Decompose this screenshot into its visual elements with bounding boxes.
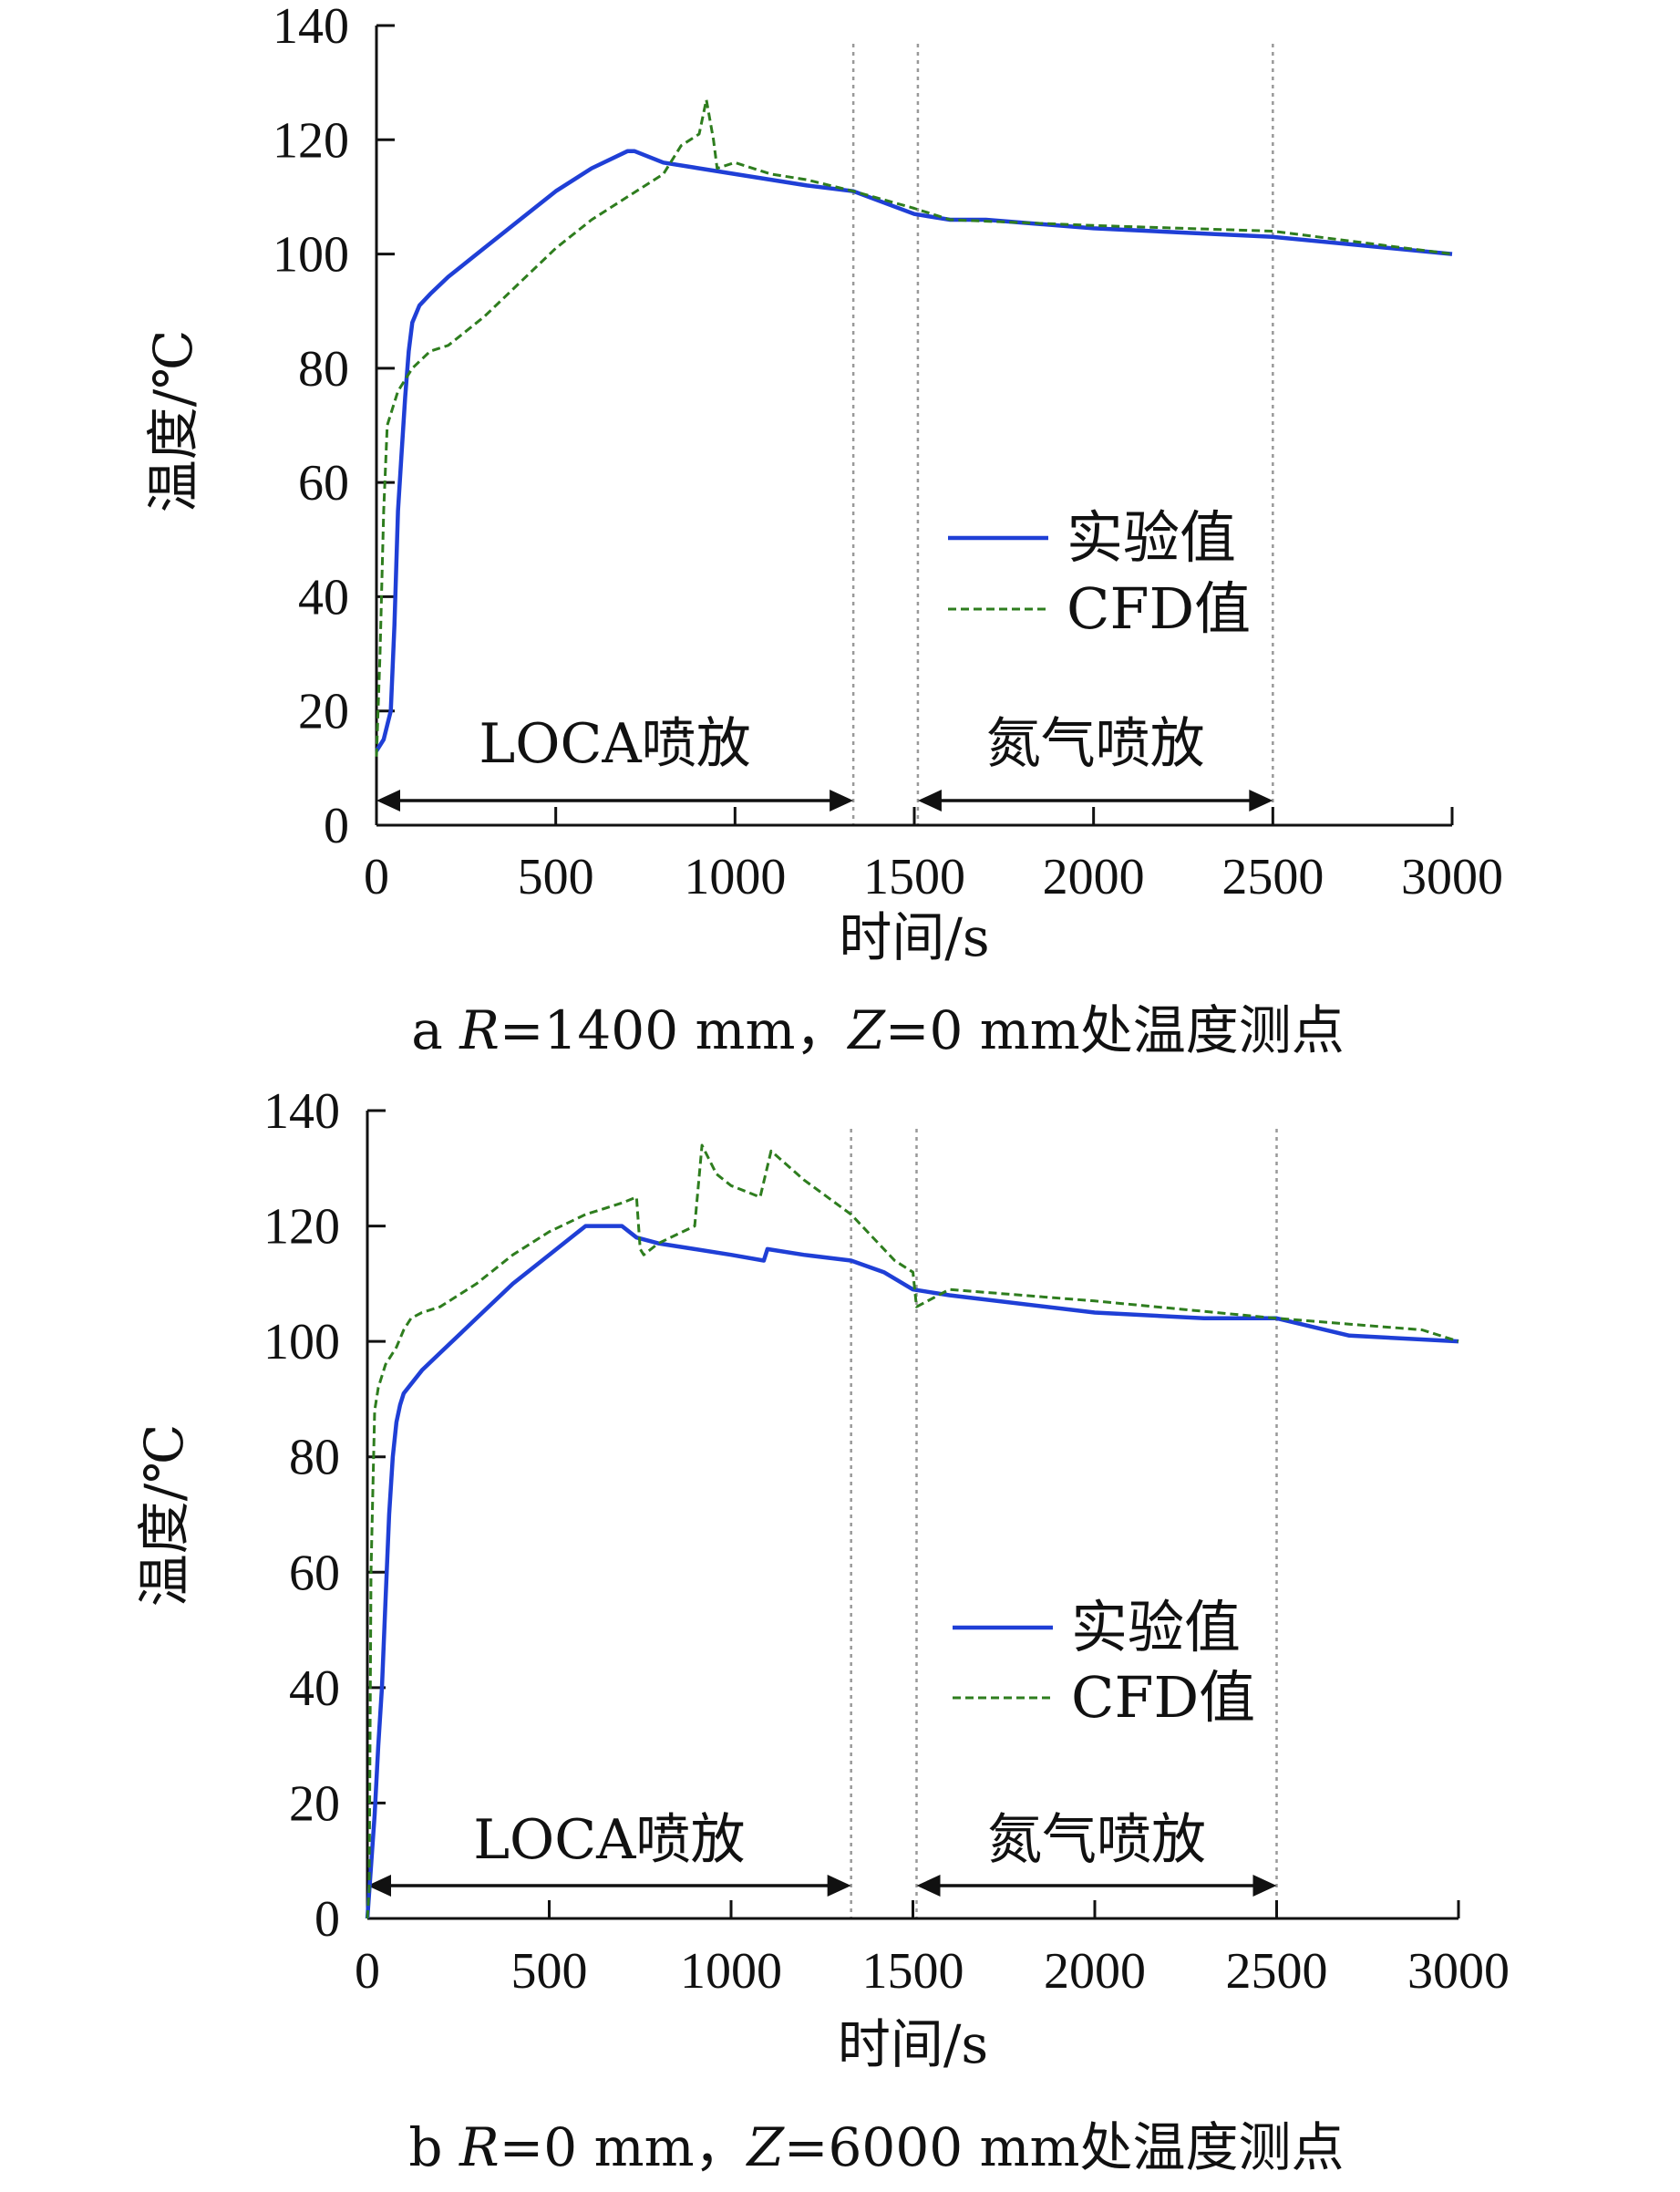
legend-label: 实验值 [1071, 1594, 1241, 1660]
caption-text: =0 mm处温度测点 [885, 999, 1345, 1061]
x-axis-label: 时间/s [839, 906, 989, 968]
series-line-cfd [375, 98, 1453, 757]
caption-text: =1400 mm， [500, 999, 849, 1061]
y-tick-label: 120 [273, 112, 349, 169]
series-line-experiment [375, 149, 1453, 752]
y-tick-label: 120 [263, 1199, 340, 1256]
phase-arrow-head-right [827, 1875, 851, 1897]
y-axis-label: 温度/℃ [142, 330, 204, 512]
x-tick-label: 3000 [1401, 849, 1503, 905]
x-tick-label: 0 [355, 1943, 380, 2000]
figure-caption: b R=0 mm，Z=6000 mm处温度测点 [408, 2116, 1344, 2178]
phase-arrow-head-right [1252, 1875, 1277, 1897]
phase-label: 氮气喷放 [986, 712, 1205, 776]
phase-arrow-head-right [1249, 790, 1273, 812]
chart-panel-a: 0 20 40 60 80 100 120 140 0 500 1000 1500 2000 2500 30… [142, 0, 1503, 1061]
legend-label: CFD值 [1067, 575, 1251, 642]
x-tick-label: 2000 [1044, 1943, 1146, 2000]
x-tick-label: 2500 [1221, 849, 1324, 905]
phase-arrow-head-left [917, 790, 942, 812]
y-tick-label: 40 [289, 1660, 340, 1717]
x-tick-label: 500 [518, 849, 594, 905]
series-line-experiment [365, 1224, 1459, 1919]
x-tick-label: 1500 [862, 1943, 964, 2000]
caption-text: =6000 mm处温度测点 [784, 2116, 1345, 2178]
y-tick-label: 40 [298, 569, 349, 626]
caption-variable: Z [847, 999, 887, 1061]
figure-caption: a R=1400 mm，Z=0 mm处温度测点 [411, 999, 1345, 1061]
phase-label: LOCA喷放 [473, 1808, 745, 1872]
x-tick-label: 500 [511, 1943, 588, 2000]
y-tick-label: 80 [298, 341, 349, 398]
y-tick-label: 80 [289, 1430, 340, 1486]
phase-arrow-head-left [367, 1875, 391, 1897]
y-tick-label: 100 [263, 1314, 340, 1370]
x-tick-label: 1000 [680, 1943, 782, 2000]
y-tick-label: 140 [263, 1083, 340, 1140]
series-line-cfd [366, 1143, 1459, 1919]
y-tick-label: 140 [273, 0, 349, 55]
y-tick-label: 0 [324, 798, 349, 854]
y-axis-label: 温度/℃ [133, 1424, 195, 1607]
caption-variable: R [459, 2116, 500, 2178]
caption-text: a [411, 999, 459, 1061]
x-axis-label: 时间/s [838, 2013, 988, 2075]
caption-variable: Z [746, 2116, 786, 2178]
x-tick-label: 2500 [1226, 1943, 1328, 2000]
x-tick-label: 3000 [1407, 1943, 1510, 2000]
phase-label: LOCA喷放 [479, 712, 750, 776]
y-tick-label: 100 [273, 227, 349, 284]
y-tick-label: 60 [289, 1545, 340, 1601]
x-tick-label: 1500 [863, 849, 965, 905]
x-tick-label: 1000 [684, 849, 786, 905]
phase-arrow-head-left [376, 790, 400, 812]
y-tick-label: 60 [298, 455, 349, 512]
caption-text: =0 mm， [500, 2116, 747, 2178]
phase-arrow-head-right [830, 790, 854, 812]
y-tick-label: 20 [298, 684, 349, 740]
y-tick-label: 0 [314, 1891, 340, 1948]
y-tick-label: 20 [289, 1775, 340, 1832]
phase-arrow-head-left [916, 1875, 941, 1897]
caption-text: b [408, 2116, 459, 2178]
legend-label: 实验值 [1067, 504, 1236, 571]
x-tick-label: 0 [364, 849, 389, 905]
x-tick-label: 2000 [1043, 849, 1145, 905]
phase-label: 氮气喷放 [987, 1808, 1206, 1872]
caption-variable: R [459, 999, 500, 1061]
chart-panel-b: 0 20 40 60 80 100 120 140 0 500 1000 1500 2000 2500 30… [133, 1083, 1510, 2178]
legend-label: CFD值 [1071, 1664, 1255, 1731]
